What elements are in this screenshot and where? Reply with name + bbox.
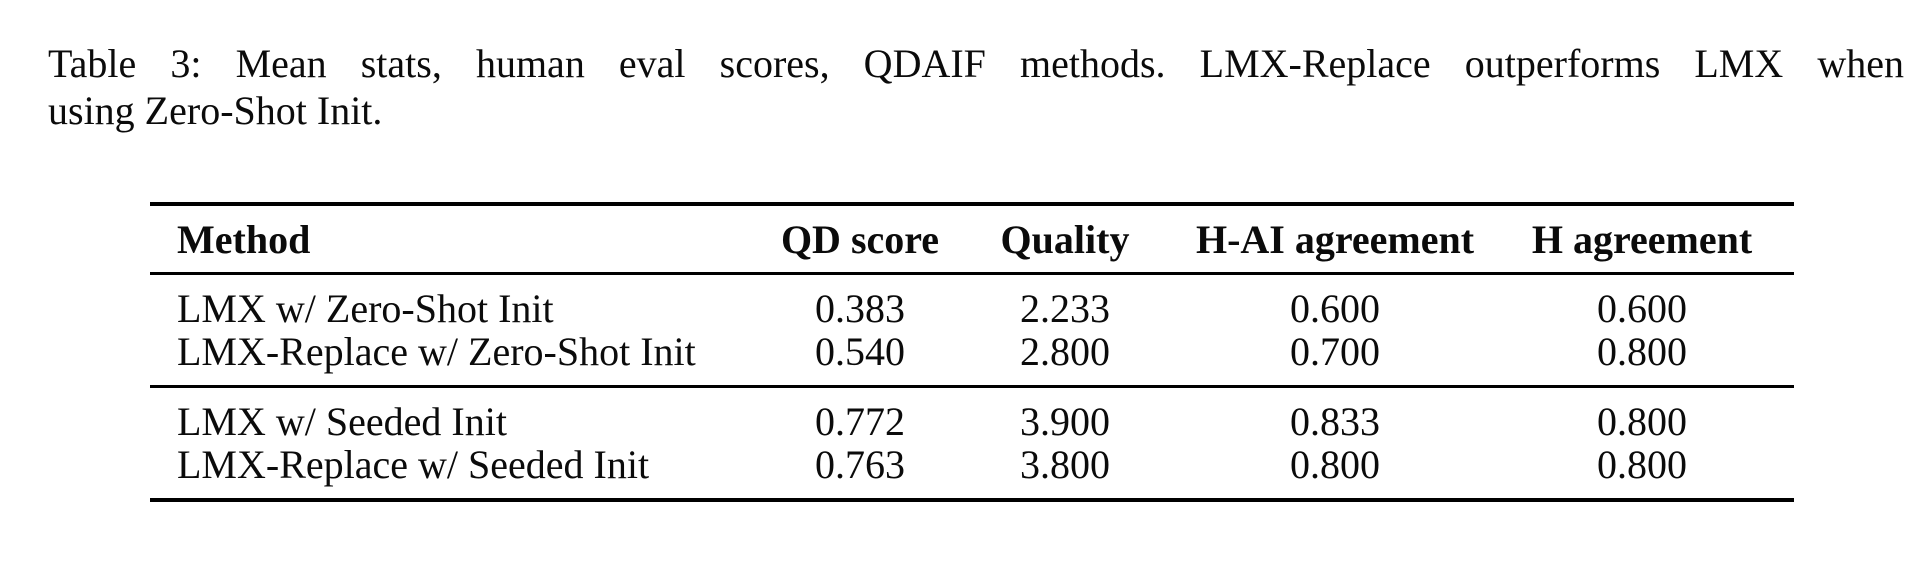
qd-score-cell: 0.383 — [815, 286, 905, 331]
results-table: Method QD score Quality H-AI agreement H… — [150, 202, 1794, 502]
qd-score-cell: 0.540 — [815, 329, 905, 374]
quality-cell: 3.900 — [1020, 399, 1110, 444]
h-ai-agreement-cell: 0.833 — [1290, 399, 1380, 444]
h-agreement-cell: 0.600 — [1597, 286, 1687, 331]
method-cell: LMX-Replace w/ Zero-Shot Init — [177, 329, 696, 374]
table-row: LMX-Replace w/ Seeded Init 0.763 3.800 0… — [150, 443, 1794, 486]
table-caption-line-1: Table 3: Mean stats, human eval scores, … — [48, 41, 1904, 86]
h-ai-agreement-cell: 0.800 — [1290, 442, 1380, 487]
column-header-qd-score: QD score — [780, 216, 940, 262]
quality-cell: 2.233 — [1020, 286, 1110, 331]
h-agreement-cell: 0.800 — [1597, 329, 1687, 374]
method-cell: LMX w/ Zero-Shot Init — [177, 286, 554, 331]
column-header-quality: Quality — [1000, 216, 1130, 262]
quality-cell: 2.800 — [1020, 329, 1110, 374]
h-ai-agreement-cell: 0.600 — [1290, 286, 1380, 331]
h-ai-agreement-cell: 0.700 — [1290, 329, 1380, 374]
column-header-method: Method — [177, 216, 311, 262]
table-row: LMX-Replace w/ Zero-Shot Init 0.540 2.80… — [150, 330, 1794, 373]
table-caption-line-2: using Zero-Shot Init. — [48, 88, 383, 133]
qd-score-cell: 0.772 — [815, 399, 905, 444]
h-agreement-cell: 0.800 — [1597, 399, 1687, 444]
row-group-zero-shot: LMX w/ Zero-Shot Init 0.383 2.233 0.600 … — [150, 275, 1794, 388]
table-header-row: Method QD score Quality H-AI agreement H… — [150, 206, 1794, 275]
h-agreement-cell: 0.800 — [1597, 442, 1687, 487]
row-group-seeded: LMX w/ Seeded Init 0.772 3.900 0.833 0.8… — [150, 388, 1794, 498]
method-cell: LMX-Replace w/ Seeded Init — [177, 442, 650, 487]
column-header-h-ai-agreement: H-AI agreement — [1195, 216, 1475, 262]
column-header-h-agreement: H agreement — [1531, 216, 1753, 262]
table-row: LMX w/ Zero-Shot Init 0.383 2.233 0.600 … — [150, 287, 1794, 330]
quality-cell: 3.800 — [1020, 442, 1110, 487]
qd-score-cell: 0.763 — [815, 442, 905, 487]
method-cell: LMX w/ Seeded Init — [177, 399, 507, 444]
table-caption: Table 3: Mean stats, human eval scores, … — [48, 40, 1904, 134]
table-row: LMX w/ Seeded Init 0.772 3.900 0.833 0.8… — [150, 400, 1794, 443]
